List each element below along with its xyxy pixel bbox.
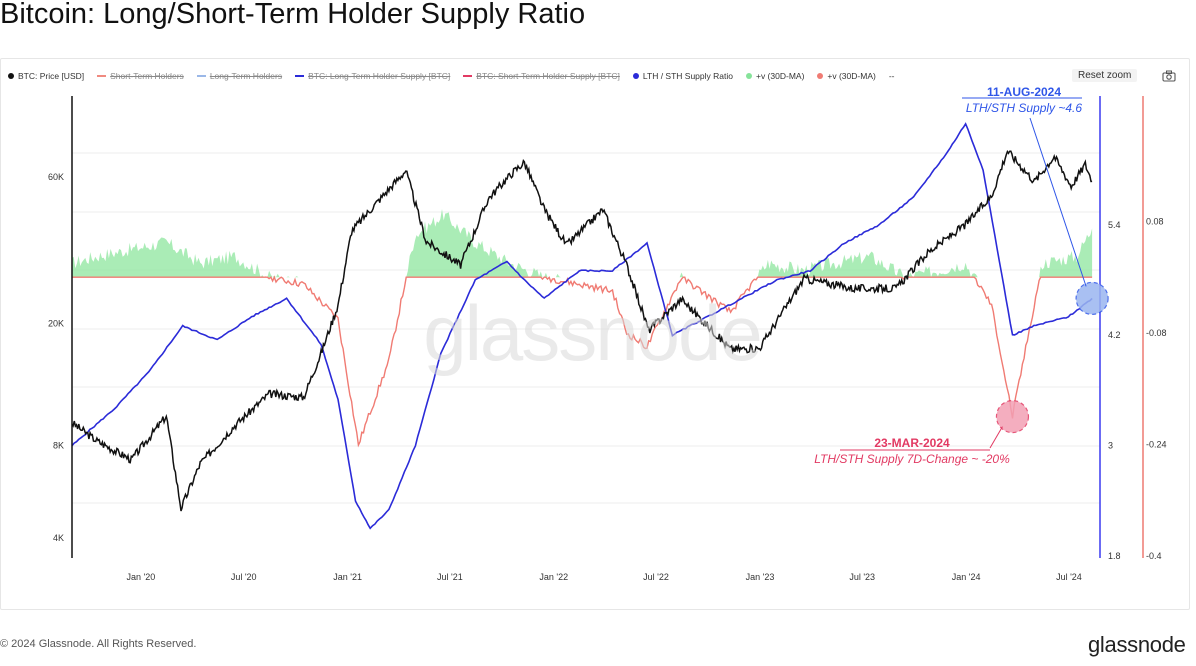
legend-item-7[interactable]: +v (30D-MA) [817, 71, 876, 81]
y-change-tick-label: 0.08 [1146, 216, 1164, 226]
copyright-footer: © 2024 Glassnode. All Rights Reserved. [0, 638, 197, 650]
legend-item-6[interactable]: +v (30D-MA) [745, 71, 805, 81]
annotation-date-red: 23-MAR-2024 [874, 436, 950, 450]
ratio-line [71, 122, 1093, 530]
legend-label: LTH / STH Supply Ratio [642, 71, 733, 81]
camera-icon[interactable] [1162, 70, 1176, 82]
legend-swatch [8, 73, 14, 79]
chart-panel [0, 58, 1190, 610]
y-left-tick-label: 4K [53, 533, 64, 543]
y-change-tick-label: -0.4 [1146, 551, 1162, 561]
legend-item-2[interactable]: Long-Term Holders [196, 71, 283, 81]
legend-item-3[interactable]: BTC: Long-Term Holder Supply [BTC] [295, 71, 450, 81]
y-ratio-tick-label: 5.4 [1108, 220, 1121, 230]
legend-item-4[interactable]: BTC: Short-Term Holder Supply [BTC] [463, 71, 620, 81]
legend-item-1[interactable]: Short-Term Holders [97, 71, 184, 81]
legend-label: Short-Term Holders [110, 71, 184, 81]
legend-item-0[interactable]: BTC: Price [USD] [8, 71, 84, 81]
annotation-connector-red [989, 426, 1003, 449]
y-left-tick-label: 8K [53, 441, 64, 451]
annotation-text-blue: LTH/STH Supply ~4.6 [966, 101, 1082, 115]
y-change-tick-label: -0.24 [1146, 439, 1167, 449]
x-tick-label: Jul '24 [1056, 572, 1082, 582]
legend-label: -- [888, 71, 895, 81]
legend-swatch [196, 75, 206, 77]
annotation-marker-red [995, 400, 1030, 434]
legend-swatch [745, 73, 752, 79]
annotation-date-blue: 11-AUG-2024 [987, 85, 1061, 99]
y-left-tick-label: 60K [48, 172, 64, 182]
legend-label: Long-Term Holders [209, 71, 283, 81]
legend-label: BTC: Short-Term Holder Supply [BTC] [476, 71, 620, 81]
legend-swatch [97, 75, 107, 77]
brand-logo: glassnode [1088, 632, 1186, 657]
annotation-marker-blue [1075, 281, 1109, 315]
positive-change-area [72, 209, 1093, 278]
legend-swatch [295, 75, 305, 77]
x-tick-label: Jul '20 [231, 572, 257, 582]
legend-item-5[interactable]: LTH / STH Supply Ratio [632, 71, 733, 81]
y-left-tick-label: 20K [48, 318, 64, 328]
x-tick-label: Jan '20 [127, 572, 156, 582]
x-tick-label: Jul '22 [643, 572, 669, 582]
legend-label: BTC: Price [USD] [18, 71, 85, 81]
legend-swatch [632, 73, 639, 79]
y-ratio-tick-label: 3 [1108, 441, 1113, 451]
y-ratio-tick-label: 1.8 [1108, 551, 1121, 561]
change-line [72, 275, 1093, 448]
annotation-text-red: LTH/STH Supply 7D-Change ~ -20% [814, 452, 1010, 466]
chart-legend: BTC: Price [USD] Short-Term Holders Long-T… [8, 69, 908, 83]
y-change-tick-label: -0.08 [1146, 328, 1167, 338]
legend-swatch [463, 75, 473, 77]
reset-zoom-button[interactable]: Reset zoom [1072, 69, 1138, 82]
watermark: glassnode [423, 289, 761, 377]
legend-label: +v (30D-MA) [827, 71, 876, 81]
legend-label: +v (30D-MA) [755, 71, 805, 81]
x-tick-label: Jan '21 [333, 572, 362, 582]
legend-swatch [817, 73, 824, 79]
chart-title: Bitcoin: Long/Short-Term Holder Supply R… [0, 0, 586, 30]
annotation-connector-blue [1029, 117, 1087, 287]
x-tick-label: Jul '21 [437, 572, 463, 582]
y-ratio-tick-label: 4.2 [1108, 330, 1121, 340]
legend-item-8[interactable]: -- [889, 71, 895, 81]
legend-label: BTC: Long-Term Holder Supply [BTC] [308, 71, 451, 81]
price-line [71, 149, 1093, 512]
x-tick-label: Jul '23 [849, 572, 875, 582]
x-tick-label: Jan '23 [746, 572, 775, 582]
x-tick-label: Jan '22 [539, 572, 568, 582]
x-tick-label: Jan '24 [952, 572, 981, 582]
